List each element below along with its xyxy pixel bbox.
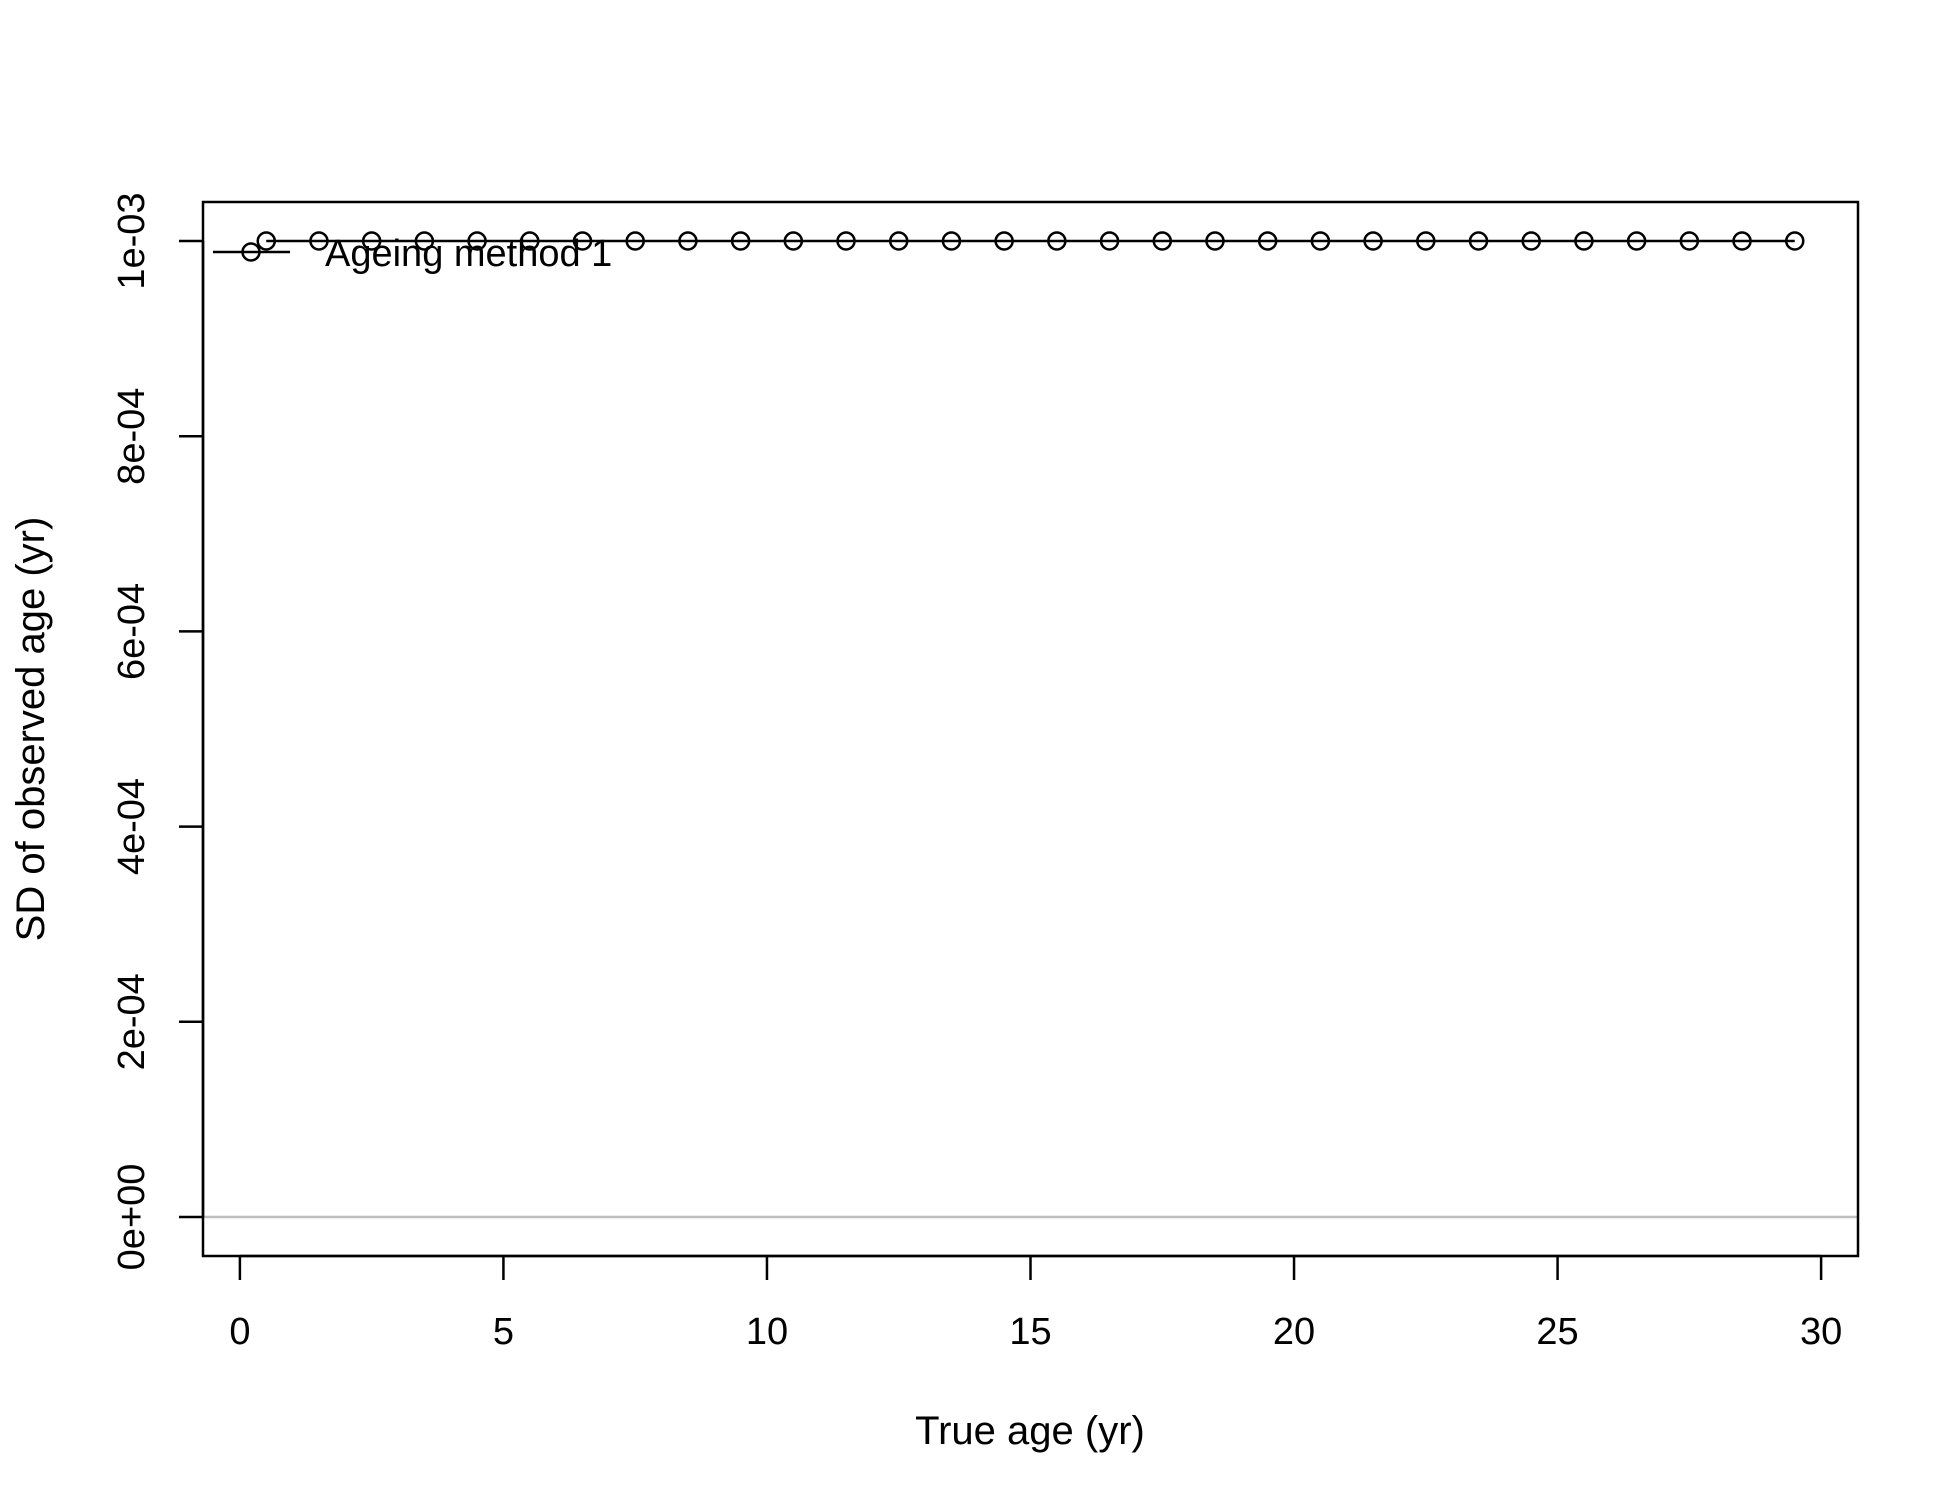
data-point [730, 231, 751, 251]
data-point [1205, 231, 1225, 251]
y-tick-label: 2e-04 [111, 973, 153, 1070]
data-point [888, 231, 909, 251]
x-tick-label: 5 [493, 1311, 514, 1353]
legend-label: Ageing method 1 [325, 233, 612, 275]
legend-marker-sample [241, 242, 261, 262]
data-point [1679, 231, 1700, 251]
data-point [994, 231, 1014, 251]
data-point [572, 231, 593, 251]
data-point [1521, 231, 1541, 251]
y-tick-label: 0e+00 [111, 1164, 153, 1271]
data-point [1574, 231, 1594, 251]
y-axis-title: SD of observed age (yr) [9, 517, 53, 942]
data-point [520, 231, 540, 251]
data-point [1416, 231, 1436, 251]
data-point [1257, 231, 1278, 251]
data-point [1363, 231, 1383, 251]
data-point [1152, 231, 1173, 251]
data-point [1468, 231, 1489, 251]
data-point [1047, 231, 1067, 251]
data-point [1099, 231, 1120, 251]
data-point [1626, 231, 1647, 251]
y-tick-label: 8e-04 [111, 388, 153, 485]
x-tick-label: 25 [1536, 1311, 1578, 1353]
data-point [836, 231, 856, 251]
data-point [678, 231, 698, 251]
data-point [941, 231, 962, 251]
series-layer [256, 231, 1805, 251]
data-point [625, 231, 645, 251]
y-axis: 0e+00 2e-04 4e-04 6e-04 8e-04 1e-03 [111, 192, 205, 1271]
y-tick-label: 6e-04 [111, 583, 153, 680]
x-tick-label: 15 [1009, 1311, 1051, 1353]
data-point [467, 231, 487, 251]
x-tick-label: 20 [1273, 1311, 1315, 1353]
x-tick-label: 0 [229, 1311, 250, 1353]
data-point [1732, 231, 1752, 251]
data-point [414, 231, 435, 251]
data-point [1310, 231, 1331, 251]
x-axis-title: True age (yr) [915, 1409, 1145, 1453]
legend: Ageing method 1 [213, 233, 612, 275]
data-point [361, 231, 382, 251]
data-point [309, 231, 329, 251]
data-point [1785, 231, 1805, 251]
x-axis: 0 5 10 15 20 25 30 [229, 1254, 1842, 1353]
x-tick-label: 10 [746, 1311, 788, 1353]
y-tick-label: 1e-03 [111, 192, 153, 289]
data-point [256, 231, 276, 251]
data-point [783, 231, 804, 251]
y-tick-label: 4e-04 [111, 778, 153, 875]
x-tick-label: 30 [1800, 1311, 1842, 1353]
